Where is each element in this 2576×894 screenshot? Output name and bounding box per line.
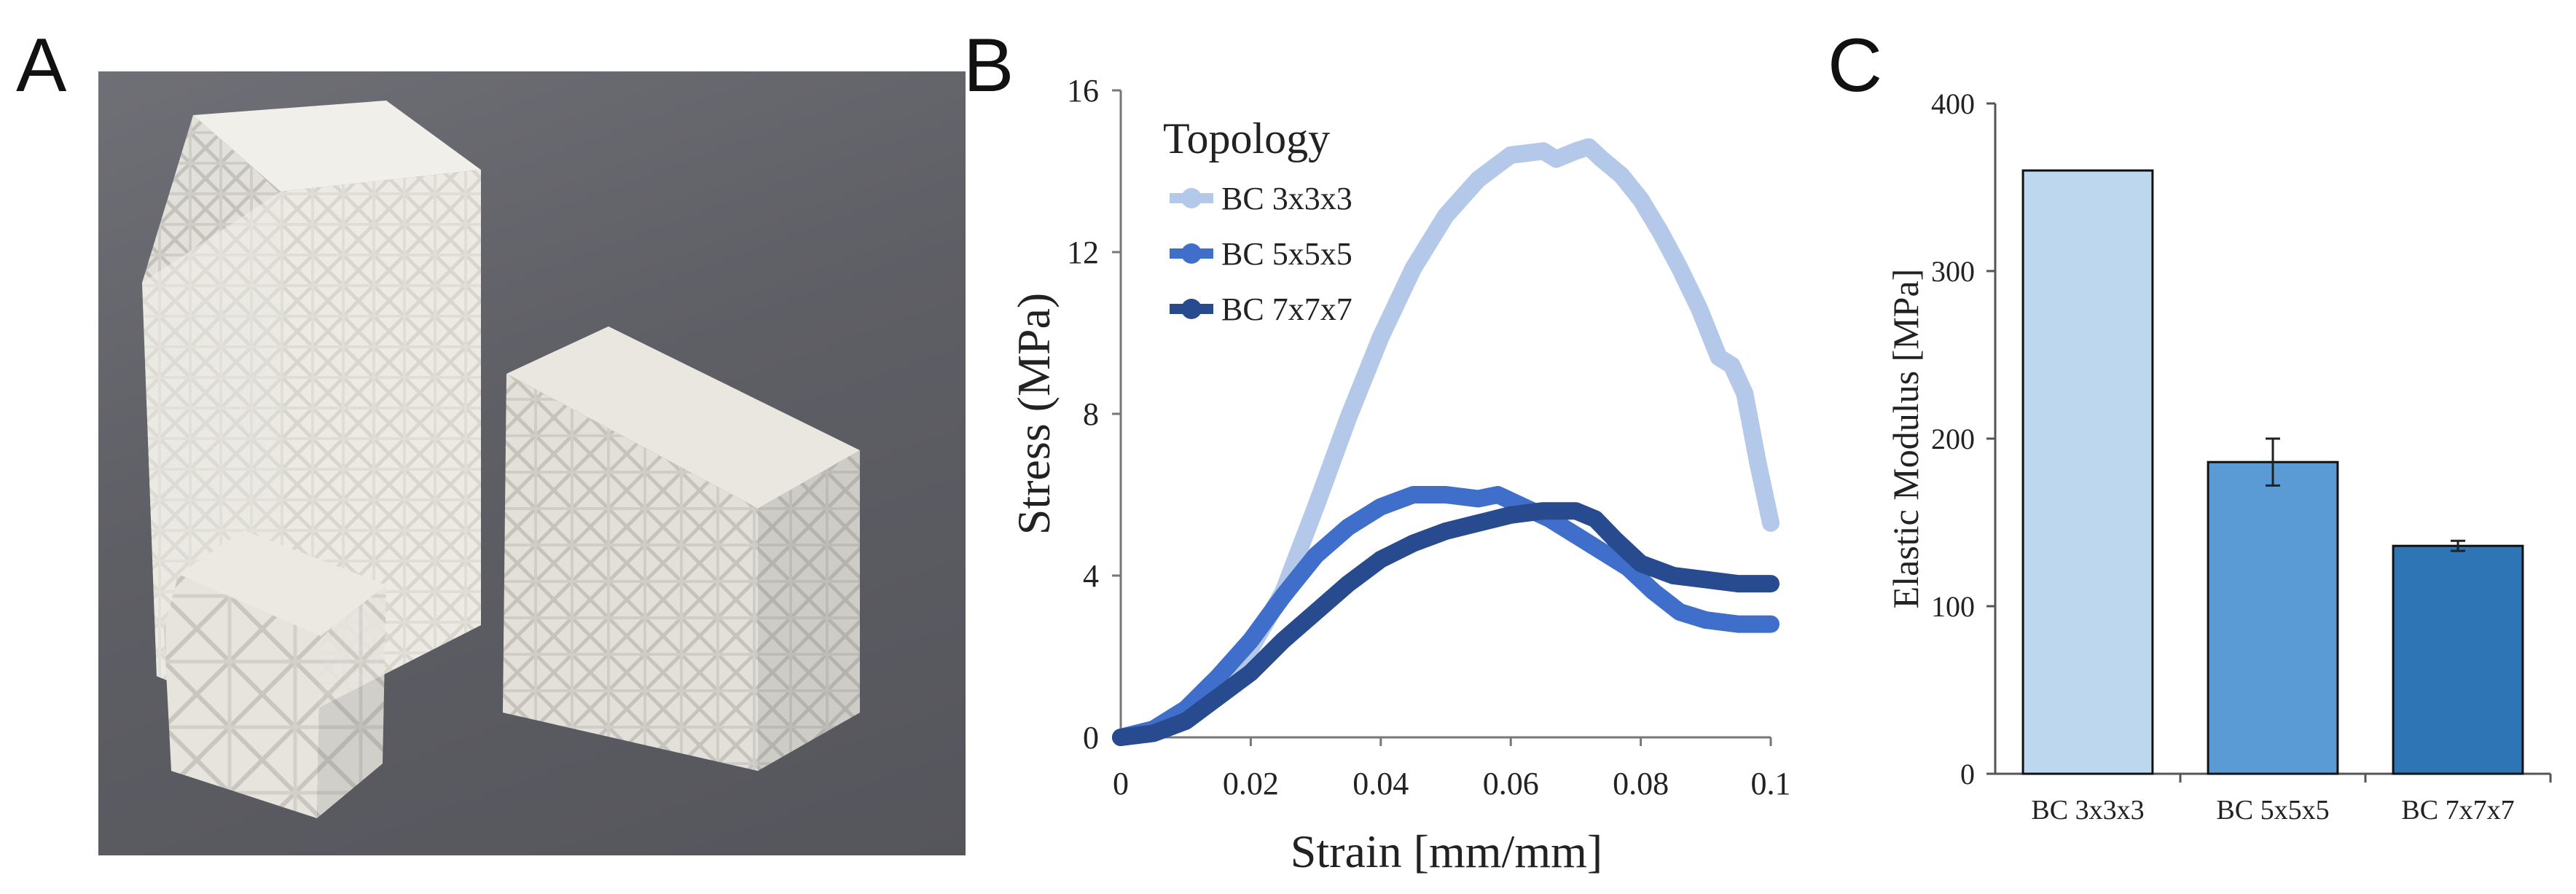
lattice-cubes-photo — [98, 71, 966, 855]
c-y-tick-label: 200 — [1931, 423, 1975, 455]
b-x-tick-label: 0.04 — [1352, 766, 1409, 801]
legend-swatch-marker — [1181, 299, 1202, 319]
c-y-tick-label: 400 — [1931, 87, 1975, 120]
c-y-axis-label: Elastic Modulus [MPa] — [1885, 269, 1926, 609]
bar-bc-5x5x5 — [2207, 460, 2339, 775]
b-y-axis-label: Stress (MPa) — [1008, 293, 1060, 535]
bar-bc-3x3x3 — [2021, 169, 2154, 775]
legend-item-label: BC 3x3x3 — [1221, 181, 1352, 216]
b-y-tick-label: 16 — [1067, 73, 1099, 109]
legend-item-label: BC 5x5x5 — [1221, 236, 1352, 272]
small-lattice-cube — [164, 530, 386, 818]
c-x-tick-label: BC 5x5x5 — [2216, 795, 2329, 826]
legend-item-label: BC 7x7x7 — [1221, 291, 1352, 327]
panel-letter-a: A — [16, 23, 67, 108]
medium-lattice-cube — [503, 326, 860, 771]
series-line-bc-7x7x7 — [1112, 502, 1780, 746]
series-line-bc-5x5x5 — [1112, 486, 1780, 746]
c-y-tick-label: 0 — [1960, 758, 1975, 791]
panel-letter-c: C — [1828, 23, 1883, 108]
c-y-tick-label: 100 — [1931, 590, 1975, 623]
c-x-tick-label: BC 7x7x7 — [2401, 795, 2514, 826]
b-y-tick-label: 0 — [1083, 720, 1099, 756]
b-x-tick-label: 0 — [1113, 766, 1129, 801]
b-x-tick-label: 0.1 — [1751, 766, 1791, 801]
legend-swatch-marker — [1181, 243, 1202, 264]
b-legend: Topology BC 3x3x3 BC 5x5x5 BC 7x7x7 — [1163, 114, 1352, 327]
c-y-tick-label: 300 — [1931, 255, 1975, 288]
b-x-tick-label: 0.06 — [1483, 766, 1539, 801]
b-y-tick-label: 4 — [1083, 558, 1099, 594]
legend-swatch-marker — [1181, 188, 1202, 208]
bar-bc-7x7x7 — [2392, 544, 2524, 775]
panel-letter-b: B — [963, 23, 1014, 108]
c-x-tick-label: BC 3x3x3 — [2031, 795, 2144, 826]
b-y-tick-label: 8 — [1083, 396, 1099, 432]
b-y-tick-label: 12 — [1067, 235, 1099, 270]
b-x-tick-label: 0.08 — [1613, 766, 1669, 801]
b-x-tick-label: 0.02 — [1223, 766, 1279, 801]
b-legend-title: Topology — [1163, 114, 1330, 162]
b-x-axis-label: Strain [mm/mm] — [1291, 826, 1602, 877]
